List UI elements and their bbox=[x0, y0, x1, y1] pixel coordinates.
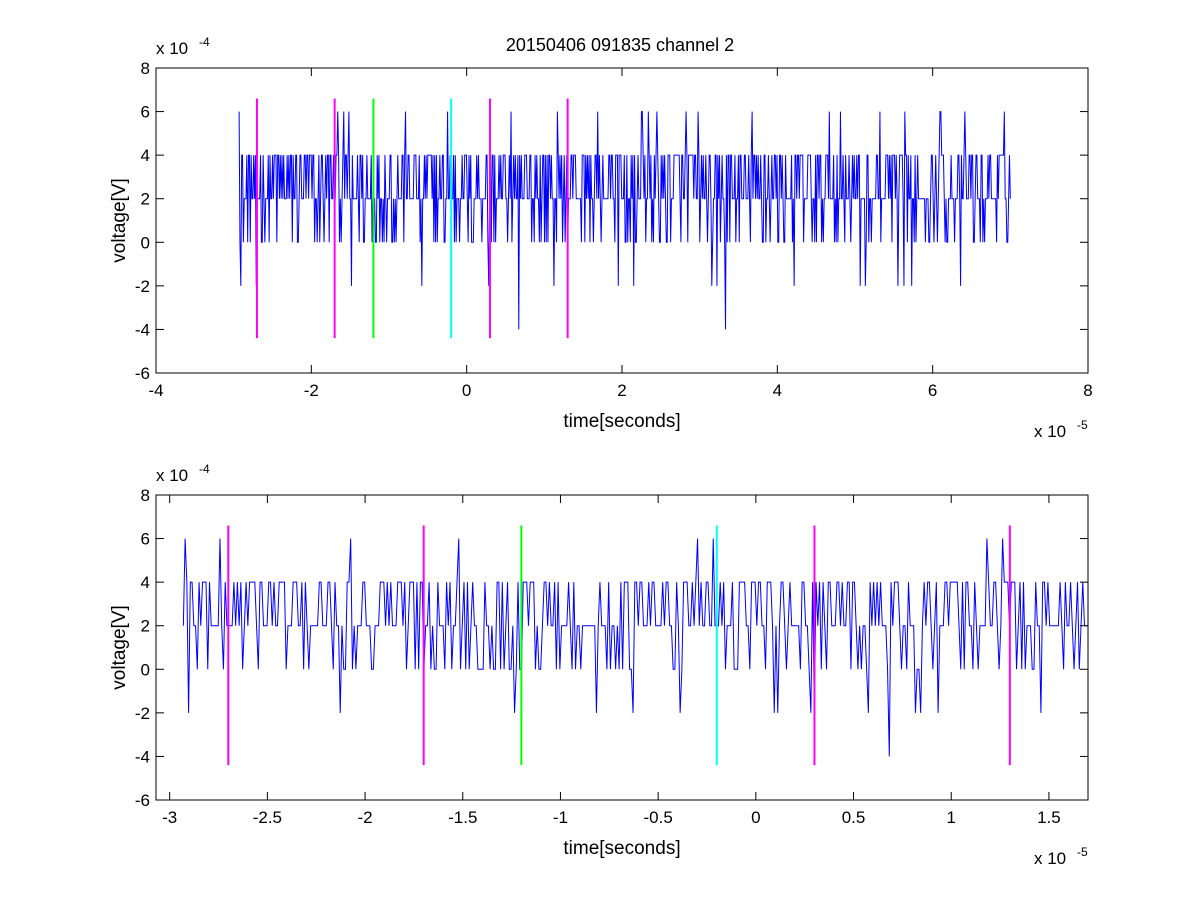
x-tick-label: -1 bbox=[553, 808, 568, 827]
x-tick-label: 2 bbox=[617, 381, 626, 400]
figure-title: 20150406 091835 channel 2 bbox=[506, 35, 734, 55]
y-tick-label: 6 bbox=[141, 103, 150, 122]
y-tick-label: -2 bbox=[135, 704, 150, 723]
x-tick-label: 4 bbox=[773, 381, 782, 400]
x-exponent-power: -5 bbox=[1077, 845, 1088, 859]
y-exponent-power: -4 bbox=[199, 462, 210, 476]
y-tick-label: 2 bbox=[141, 617, 150, 636]
axes-box bbox=[155, 494, 1089, 801]
x-tick-label: -0.5 bbox=[643, 808, 672, 827]
y-tick-label: 4 bbox=[141, 573, 150, 592]
x-tick-label: -1.5 bbox=[448, 808, 477, 827]
x-tick-label: 6 bbox=[928, 381, 937, 400]
y-axis-label: voltage[V] bbox=[109, 605, 130, 690]
x-tick-label: 8 bbox=[1083, 381, 1092, 400]
bottom-plot: -3 -2.5 -2 -1.5 -1 -0.5 0 0.5 1 1.5 -6 -4 -2 0 2 4 6 8 tim… bbox=[109, 462, 1089, 868]
x-exponent-power: -5 bbox=[1077, 418, 1088, 432]
y-tick-label: -2 bbox=[135, 277, 150, 296]
y-tick-label: -6 bbox=[135, 364, 150, 383]
y-tick-label: 2 bbox=[141, 190, 150, 209]
y-tick-label: 8 bbox=[141, 486, 150, 505]
x-tick-label: 1.5 bbox=[1037, 808, 1061, 827]
top-plot: -4 -2 0 2 4 6 8-6-4-202468time[seconds]voltage… bbox=[109, 35, 1093, 441]
y-tick-label: 0 bbox=[141, 660, 150, 679]
x-tick-label: 1 bbox=[946, 808, 955, 827]
x-exponent-label: x 10 bbox=[1034, 849, 1066, 868]
y-tick-label: -6 bbox=[135, 791, 150, 810]
y-exponent-power: -4 bbox=[199, 35, 210, 49]
y-tick-label: 6 bbox=[141, 530, 150, 549]
y-tick-label: 0 bbox=[141, 233, 150, 252]
x-tick-label: -4 bbox=[148, 381, 163, 400]
x-tick-label: -2.5 bbox=[253, 808, 282, 827]
y-exponent-label: x 10 bbox=[156, 39, 188, 58]
y-axis-label: voltage[V] bbox=[109, 178, 130, 263]
y-tick-label: 8 bbox=[141, 59, 150, 78]
x-tick-label: 0.5 bbox=[842, 808, 866, 827]
x-axis-label: time[seconds] bbox=[563, 838, 680, 859]
y-tick-label: -4 bbox=[135, 747, 150, 766]
x-tick-label: -2 bbox=[304, 381, 319, 400]
y-tick-label: 4 bbox=[141, 146, 150, 165]
x-exponent-label: x 10 bbox=[1034, 422, 1066, 441]
x-tick-label: -3 bbox=[162, 808, 177, 827]
voltage-signal-line bbox=[182, 538, 1088, 757]
x-tick-label: 0 bbox=[462, 381, 471, 400]
x-axis-label: time[seconds] bbox=[563, 411, 680, 432]
y-exponent-label: x 10 bbox=[156, 466, 188, 485]
x-tick-label: -2 bbox=[358, 808, 373, 827]
x-tick-label: 0 bbox=[751, 808, 760, 827]
y-tick-label: -4 bbox=[135, 320, 150, 339]
voltage-signal-line bbox=[238, 111, 1011, 330]
